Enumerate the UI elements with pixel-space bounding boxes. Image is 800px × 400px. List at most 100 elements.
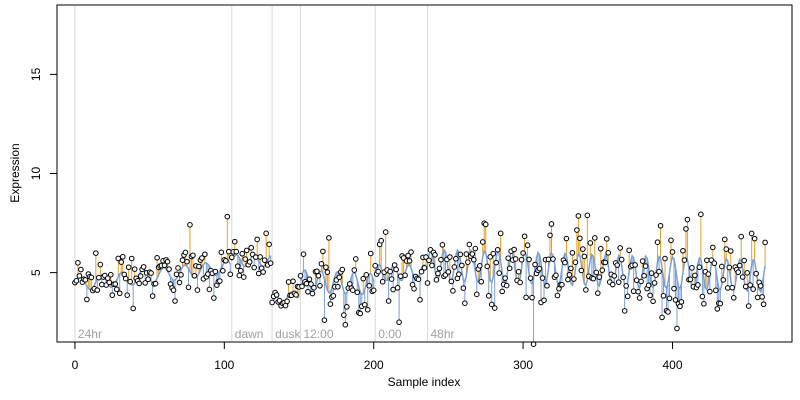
data-point: [453, 255, 459, 262]
data-point: [367, 250, 374, 257]
data-point: [122, 275, 129, 282]
data-point: [318, 260, 325, 267]
data-point: [466, 241, 473, 248]
data-point: [459, 262, 465, 269]
data-point: [650, 298, 656, 305]
data-point: [596, 274, 603, 280]
data-point: [580, 246, 586, 252]
data-point: [426, 257, 432, 264]
data-point: [450, 288, 456, 294]
fit-line: [426, 247, 766, 294]
data-point: [493, 259, 500, 266]
data-point: [617, 245, 624, 251]
data-point: [745, 303, 752, 309]
data-point: [385, 298, 392, 304]
data-point: [599, 267, 606, 273]
data-point: [178, 272, 184, 278]
data-point: [744, 269, 750, 276]
data-point: [370, 287, 377, 294]
data-point: [225, 248, 232, 255]
data-point: [127, 278, 134, 285]
data-point: [721, 236, 728, 243]
data-point: [469, 251, 476, 257]
data-point: [285, 279, 292, 285]
data-point: [711, 260, 718, 267]
data-point: [590, 275, 597, 282]
data-point: [447, 254, 453, 260]
data-point: [476, 263, 483, 269]
data-point: [323, 264, 329, 271]
x-tick-label: 400: [662, 358, 682, 372]
data-point: [559, 281, 565, 288]
marker-label: 0:00: [378, 327, 402, 341]
data-point: [553, 272, 559, 279]
marker-label: dawn: [235, 327, 264, 341]
data-point: [254, 236, 260, 243]
data-point: [314, 268, 320, 275]
data-point: [723, 246, 730, 252]
data-point: [124, 292, 131, 298]
marker-label: 12:00: [304, 327, 334, 341]
data-point: [375, 268, 381, 275]
data-point: [361, 301, 368, 308]
data-point: [494, 246, 501, 253]
data-point: [327, 301, 334, 307]
data-point: [665, 309, 671, 315]
data-point: [227, 271, 234, 278]
data-point: [194, 287, 201, 293]
data-point: [290, 278, 296, 285]
data-point: [660, 293, 667, 299]
data-point: [581, 253, 588, 260]
data-point: [273, 292, 280, 298]
data-point: [473, 291, 480, 298]
data-point: [300, 251, 307, 257]
data-point: [448, 278, 455, 285]
data-point: [128, 255, 135, 262]
data-point: [330, 293, 337, 299]
data-point: [470, 256, 477, 263]
data-point: [462, 300, 468, 306]
data-point: [724, 285, 731, 291]
data-point: [689, 265, 695, 271]
data-point: [626, 247, 632, 254]
data-point: [751, 235, 758, 242]
data-point: [112, 281, 119, 287]
data-point: [237, 267, 244, 274]
data-point: [739, 274, 746, 280]
data-point: [164, 258, 171, 265]
data-point: [735, 269, 742, 275]
data-point: [713, 287, 719, 294]
data-point: [136, 280, 142, 287]
data-point: [187, 221, 193, 228]
data-point: [148, 270, 154, 276]
data-point: [536, 265, 543, 272]
data-point: [433, 277, 440, 283]
data-point: [512, 256, 519, 262]
data-point: [299, 283, 305, 290]
y-axis: 5 10 15: [29, 67, 57, 276]
data-point: [463, 251, 470, 257]
data-point: [191, 272, 198, 279]
fit-line: [231, 253, 272, 268]
data-point: [429, 262, 435, 269]
data-point: [705, 271, 712, 277]
data-point: [641, 272, 647, 279]
data-point: [520, 250, 526, 256]
data-point: [308, 281, 314, 287]
data-point: [714, 306, 721, 312]
data-point: [741, 257, 747, 264]
data-point: [357, 310, 364, 317]
data-point: [344, 304, 350, 310]
data-point: [671, 285, 677, 292]
data-point: [94, 287, 101, 293]
x-tick-label: 100: [214, 358, 234, 372]
data-point: [648, 270, 655, 276]
data-point: [303, 280, 310, 287]
data-point: [630, 288, 637, 295]
data-point: [659, 314, 665, 321]
data-point: [592, 235, 598, 241]
data-point: [736, 262, 743, 269]
data-point: [184, 258, 190, 265]
data-point: [233, 248, 240, 255]
data-point: [387, 268, 393, 275]
